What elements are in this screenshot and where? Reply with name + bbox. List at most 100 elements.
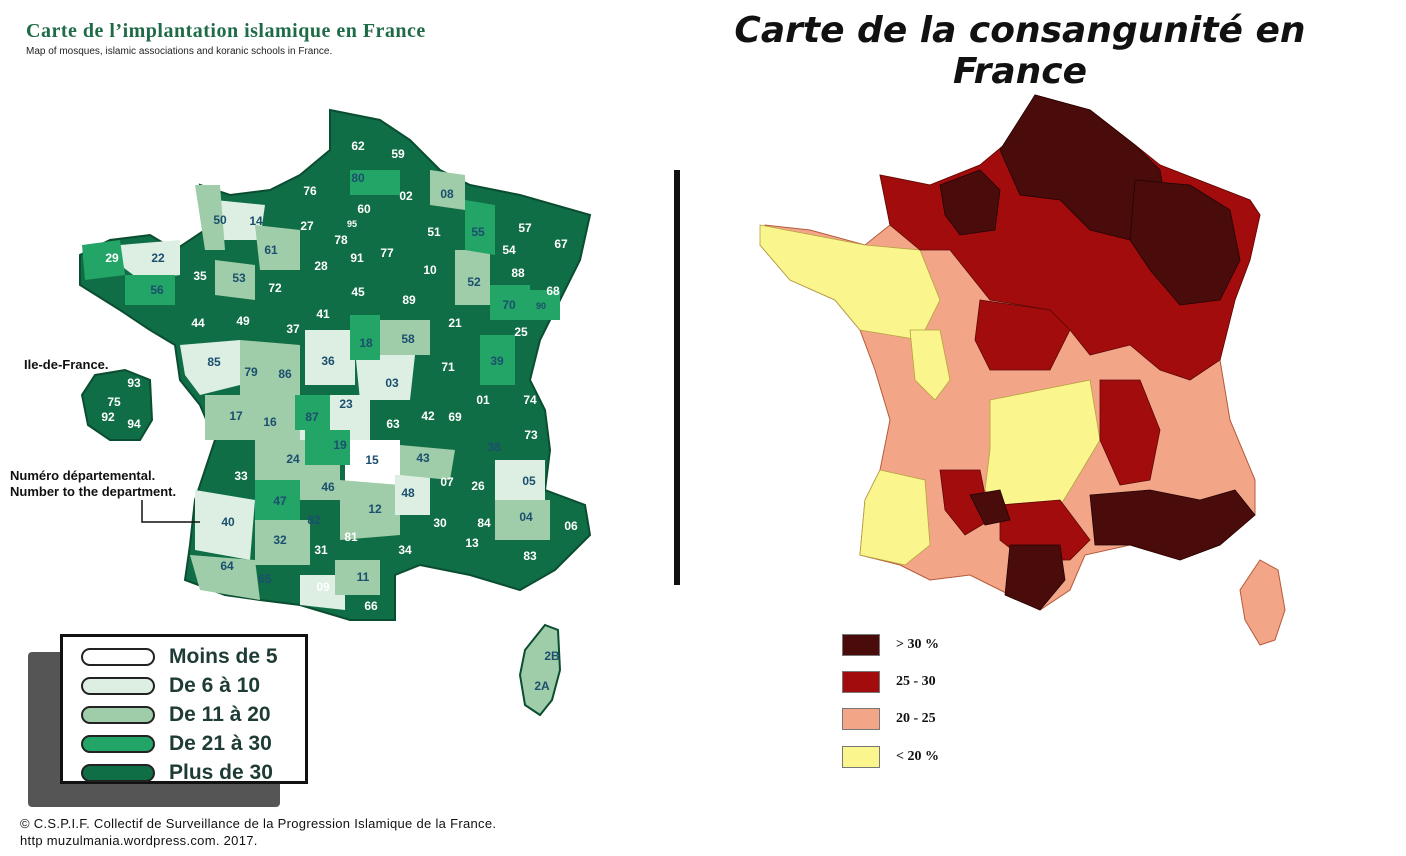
zone-red-rhone	[1099, 379, 1161, 486]
region-mid-haut-rhin	[530, 290, 560, 320]
dept-label-05: 05	[522, 474, 536, 488]
idf-dept-label-75: 75	[107, 395, 121, 409]
footer-line-2: http muzulmania.wordpress.com. 2017.	[20, 833, 258, 848]
dept-label-27: 27	[300, 219, 314, 233]
legend-swatch-6-10	[81, 677, 155, 695]
dept-label-83: 83	[523, 549, 537, 563]
legend-label-21-30: De 21 à 30	[169, 732, 272, 755]
dept-label-34: 34	[398, 543, 412, 557]
region-mid-haute-vienne	[295, 395, 330, 430]
region-mid-correze	[305, 430, 350, 465]
dept-label-60: 60	[357, 202, 371, 216]
dept-label-15: 15	[365, 453, 379, 467]
dept-label-55: 55	[471, 225, 485, 239]
dept-label-35: 35	[193, 269, 207, 283]
dept-label-62: 62	[351, 139, 365, 153]
region-mid-ardennes	[430, 170, 465, 210]
region-mid-nievre	[380, 320, 430, 355]
dept-label-04: 04	[519, 510, 533, 524]
dept-label-73: 73	[524, 428, 538, 442]
dept-label-67: 67	[554, 237, 568, 251]
dept-label-71: 71	[441, 360, 455, 374]
dept-label-39: 39	[490, 354, 504, 368]
legend-label-11-20: De 11 à 20	[169, 703, 271, 726]
right-legend-swatch-lt20	[842, 746, 880, 768]
dept-label-12: 12	[368, 502, 382, 516]
right-legend-swatch-25-30	[842, 671, 880, 693]
legend-row-gt30: Plus de 30	[81, 761, 273, 785]
region-light-ariege	[300, 575, 345, 610]
dept-label-78: 78	[334, 233, 348, 247]
dept-label-31: 31	[314, 543, 328, 557]
dept-label-02: 02	[399, 189, 413, 203]
region-mid-hl	[400, 445, 455, 480]
dept-label-47: 47	[273, 494, 287, 508]
dept-label-07: 07	[440, 475, 454, 489]
dept-label-53: 53	[232, 271, 246, 285]
dept-label-77: 77	[380, 246, 394, 260]
dept-label-30: 30	[433, 516, 447, 530]
dept-label-25: 25	[514, 325, 528, 339]
region-light-allier	[355, 350, 415, 400]
dept-label-44: 44	[191, 316, 205, 330]
legend-swatch-lt5	[81, 648, 155, 666]
legend-row-21-30: De 21 à 30	[81, 732, 272, 756]
region-mid-sarthe	[215, 260, 255, 300]
right-legend-swatch-20-25	[842, 708, 880, 730]
dept-label-89: 89	[402, 293, 416, 307]
dept-label-33: 33	[234, 469, 248, 483]
region-mid-poitou	[240, 340, 300, 395]
right-legend-label-20-25: 20 - 25	[896, 711, 936, 726]
region-light-normandy	[215, 200, 265, 240]
dept-label-84: 84	[477, 516, 491, 530]
dept-label-38: 38	[487, 440, 501, 454]
dept-label-46: 46	[321, 480, 335, 494]
zone-dark-east	[1129, 179, 1241, 306]
legend-swatch-11-20	[81, 706, 155, 724]
footer-line-1: © C.S.P.I.F. Collectif de Surveillance d…	[20, 816, 497, 831]
legend-label-gt30: Plus de 30	[169, 761, 273, 784]
zone-dark-south	[1004, 544, 1066, 611]
region-mid-aube	[455, 250, 490, 305]
legend-label-6-10: De 6 à 10	[169, 674, 261, 697]
dept-label-61: 61	[264, 243, 278, 257]
dept-label-50: 50	[213, 213, 227, 227]
dept-label-57: 57	[518, 221, 532, 235]
dept-label-2B: 2B	[544, 649, 560, 663]
dept-label-11: 11	[357, 570, 370, 584]
zone-dark-provence	[1089, 489, 1256, 561]
dept-label-45: 45	[351, 285, 365, 299]
region-mid-aude	[335, 560, 380, 595]
dept-label-72: 72	[268, 281, 282, 295]
dept-label-81: 81	[344, 530, 358, 544]
dept-label-16: 16	[263, 415, 277, 429]
dept-label-56: 56	[150, 283, 164, 297]
region-light-vendee	[180, 340, 240, 395]
dept-note-pointer	[141, 500, 200, 523]
dept-label-03: 03	[385, 376, 399, 390]
legend-swatch-21-30	[81, 735, 155, 753]
zone-yellow-landes	[859, 469, 931, 566]
dept-label-36: 36	[321, 354, 335, 368]
panel-divider	[674, 170, 680, 585]
legend-label-lt5: Moins de 5	[169, 645, 278, 668]
dept-label-13: 13	[465, 536, 479, 550]
zone-dark-sw	[969, 489, 1011, 526]
region-mid-normandy	[255, 225, 300, 270]
dept-label-69: 69	[448, 410, 462, 424]
dept-label-70: 70	[502, 298, 516, 312]
region-mid-finistere	[82, 240, 125, 280]
left-footer: © C.S.P.I.F. Collectif de Surveillance d…	[20, 815, 496, 849]
dept-label-21: 21	[448, 316, 462, 330]
dept-label-24: 24	[286, 452, 300, 466]
idf-label: Ile-de-France.	[24, 357, 109, 372]
dept-label-87: 87	[305, 410, 319, 424]
dept-label-26: 26	[471, 479, 485, 493]
zone-dark-normandy	[939, 169, 1001, 236]
dept-label-63: 63	[386, 417, 400, 431]
legend-swatch-gt30	[81, 764, 155, 782]
dept-label-80: 80	[351, 171, 365, 185]
dept-label-10: 10	[423, 263, 437, 277]
